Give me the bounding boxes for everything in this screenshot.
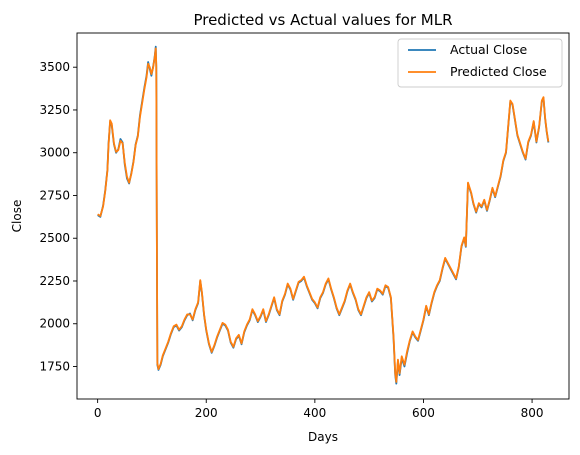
x-tick-label: 600 <box>412 406 435 420</box>
x-tick-label: 400 <box>303 406 326 420</box>
y-tick-label: 2250 <box>39 274 70 288</box>
x-tick-label: 200 <box>195 406 218 420</box>
legend-box <box>397 38 563 88</box>
y-tick-label: 3000 <box>39 146 70 160</box>
y-tick-label: 2000 <box>39 317 70 331</box>
tick-layer: 0 200 400 600 800 1750 2000 2250 2500 2750 3000 325… <box>39 60 543 420</box>
plot-area <box>77 33 569 399</box>
y-tick-label: 3500 <box>39 60 70 74</box>
chart-title: Predicted vs Actual values for MLR <box>193 11 452 29</box>
legend-label-actual: Actual Close <box>450 42 527 57</box>
y-tick-label: 2500 <box>39 231 70 245</box>
x-axis-label: Days <box>308 430 338 444</box>
x-tick-label: 800 <box>521 406 544 420</box>
x-tick-label: 0 <box>94 406 102 420</box>
legend: Actual Close Predicted Close <box>397 38 563 88</box>
plot-frame <box>76 32 570 400</box>
series-line-predicted-close <box>97 47 550 383</box>
y-axis-label: Close <box>10 200 24 233</box>
y-tick-label: 1750 <box>39 360 70 374</box>
y-tick-label: 2750 <box>39 188 70 202</box>
y-tick-label: 3250 <box>39 103 70 117</box>
series-layer <box>97 45 550 385</box>
legend-label-predicted: Predicted Close <box>450 64 547 79</box>
